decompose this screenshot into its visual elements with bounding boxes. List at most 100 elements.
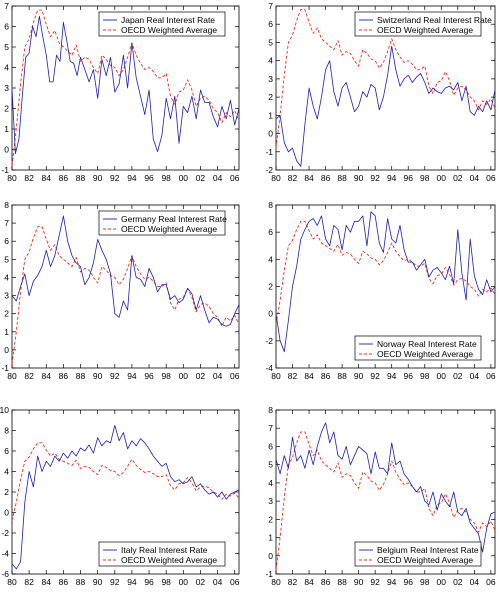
y-tick-label: 1 <box>268 110 273 120</box>
y-tick-label: -2 <box>265 336 273 346</box>
x-tick-label: 98 <box>420 577 430 587</box>
x-tick-label: 82 <box>24 371 34 381</box>
x-tick-label: 86 <box>59 577 69 587</box>
x-tick-label: 02 <box>196 577 206 587</box>
x-tick-label: 96 <box>144 577 154 587</box>
x-tick-label: 06 <box>486 173 496 183</box>
x-tick-label: 86 <box>321 371 331 381</box>
y-tick-label: 6 <box>4 446 9 456</box>
legend-label: OECD Weighted Average <box>377 555 473 565</box>
x-tick-label: 88 <box>337 577 347 587</box>
legend-box <box>354 11 482 37</box>
y-tick-label: 0 <box>4 145 9 155</box>
y-tick-label: 8 <box>268 405 273 415</box>
legend-label: OECD Weighted Average <box>121 555 217 565</box>
y-tick-label: 6 <box>268 441 273 451</box>
x-tick-label: 84 <box>42 577 52 587</box>
x-tick-label: 82 <box>24 577 34 587</box>
x-tick-label: 94 <box>127 371 137 381</box>
y-tick-label: 3 <box>4 291 9 301</box>
legend-box <box>98 541 226 567</box>
x-tick-label: 80 <box>271 371 281 381</box>
x-tick-label: 88 <box>76 577 86 587</box>
y-tick-label: 3 <box>268 496 273 506</box>
x-tick-label: 80 <box>271 577 281 587</box>
legend-box <box>354 541 482 567</box>
x-tick-label: 84 <box>42 173 52 183</box>
y-tick-label: 8 <box>268 200 273 210</box>
x-tick-label: 88 <box>337 371 347 381</box>
y-tick-label: 3 <box>4 83 9 93</box>
series-line-country <box>275 422 496 553</box>
x-tick-label: 82 <box>288 173 298 183</box>
x-tick-label: 02 <box>453 173 463 183</box>
y-tick-label: -1 <box>265 569 273 579</box>
x-tick-label: 84 <box>42 371 52 381</box>
x-tick-label: 02 <box>196 371 206 381</box>
x-tick-label: 06 <box>486 371 496 381</box>
x-tick-label: 90 <box>93 371 103 381</box>
series-line-country <box>275 45 496 167</box>
x-tick-label: 80 <box>7 577 17 587</box>
x-tick-label: 00 <box>179 371 189 381</box>
x-tick-label: 02 <box>453 577 463 587</box>
x-tick-label: 04 <box>213 173 223 183</box>
legend-box <box>98 11 226 37</box>
y-tick-label: 5 <box>4 42 9 52</box>
y-tick-label: 0 <box>268 129 273 139</box>
series-line-oecd <box>275 220 496 325</box>
x-tick-label: 84 <box>304 371 314 381</box>
x-tick-label: 94 <box>387 173 397 183</box>
x-tick-label: 82 <box>24 173 34 183</box>
x-tick-label: 96 <box>403 577 413 587</box>
x-tick-label: 86 <box>59 371 69 381</box>
x-tick-label: 90 <box>354 371 364 381</box>
y-tick-label: -4 <box>265 363 273 373</box>
x-tick-label: 96 <box>144 371 154 381</box>
legend-label: Italy Real Interest Rate <box>121 545 208 555</box>
x-tick-label: 86 <box>321 173 331 183</box>
y-tick-label: 5 <box>4 254 9 264</box>
y-tick-label: 2 <box>4 309 9 319</box>
x-tick-label: 94 <box>127 577 137 587</box>
legend-label: OECD Weighted Average <box>121 25 217 35</box>
legend-box <box>98 210 226 236</box>
x-tick-label: 92 <box>110 173 120 183</box>
x-tick-label: 92 <box>370 371 380 381</box>
y-tick-label: -6 <box>1 569 9 579</box>
x-tick-label: 04 <box>213 371 223 381</box>
x-tick-label: 80 <box>7 371 17 381</box>
series-line-oecd <box>11 226 240 365</box>
y-tick-label: -2 <box>1 528 9 538</box>
y-tick-label: 5 <box>268 460 273 470</box>
y-tick-label: 7 <box>4 218 9 228</box>
x-tick-label: 92 <box>370 577 380 587</box>
y-tick-label: 2 <box>268 514 273 524</box>
legend-label: Switzerland Real Interest Rate <box>377 15 492 25</box>
plot-frame <box>275 5 496 171</box>
y-tick-label: 8 <box>4 200 9 210</box>
y-tick-label: 2 <box>268 282 273 292</box>
x-tick-label: 98 <box>420 173 430 183</box>
y-tick-label: 0 <box>268 309 273 319</box>
y-tick-label: 2 <box>4 487 9 497</box>
series-line-country <box>11 15 240 155</box>
y-tick-label: 7 <box>268 1 273 11</box>
x-tick-label: 80 <box>271 173 281 183</box>
x-tick-label: 02 <box>453 371 463 381</box>
legend-label: OECD Weighted Average <box>377 349 473 359</box>
x-tick-label: 04 <box>213 577 223 587</box>
x-tick-label: 06 <box>230 577 240 587</box>
y-tick-label: 7 <box>4 1 9 11</box>
x-tick-label: 82 <box>288 577 298 587</box>
x-tick-label: 84 <box>304 577 314 587</box>
series-line-country <box>11 424 240 570</box>
plot-frame <box>11 204 240 369</box>
